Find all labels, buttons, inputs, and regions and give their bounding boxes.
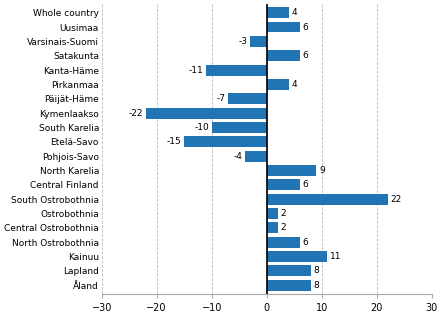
Bar [267,251,327,262]
Text: -10: -10 [194,123,209,132]
Text: -4: -4 [233,152,242,161]
Text: -11: -11 [189,66,203,74]
Text: 2: 2 [281,223,286,232]
Bar [206,65,267,75]
Bar [146,108,267,119]
Bar [228,94,267,104]
Text: 6: 6 [302,180,308,189]
Text: 2: 2 [281,209,286,218]
Text: -15: -15 [167,137,182,146]
Bar [267,179,300,190]
Text: 11: 11 [330,252,342,261]
Text: 6: 6 [302,23,308,32]
Text: 8: 8 [313,281,319,290]
Bar [267,50,300,61]
Text: -22: -22 [129,109,143,118]
Text: 4: 4 [291,8,297,17]
Bar [250,36,267,47]
Text: 6: 6 [302,51,308,60]
Text: 4: 4 [291,80,297,89]
Text: 8: 8 [313,266,319,275]
Bar [267,165,316,176]
Text: 9: 9 [319,166,325,175]
Bar [267,194,388,204]
Bar [267,22,300,32]
Text: -3: -3 [238,37,248,46]
Bar [267,265,311,276]
Bar [267,7,289,18]
Bar [184,136,267,147]
Text: 6: 6 [302,238,308,247]
Bar [267,79,289,90]
Text: -7: -7 [217,94,225,103]
Text: 22: 22 [390,195,402,204]
Bar [267,280,311,291]
Bar [267,223,278,233]
Bar [267,237,300,248]
Bar [212,122,267,133]
Bar [245,151,267,162]
Bar [267,208,278,219]
